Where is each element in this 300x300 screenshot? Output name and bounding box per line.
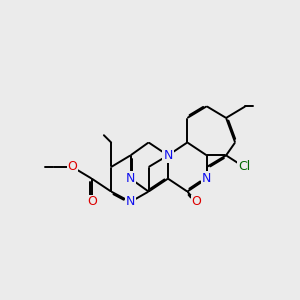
Text: O: O	[68, 160, 77, 173]
Text: N: N	[202, 172, 211, 185]
Text: Cl: Cl	[238, 160, 250, 173]
Text: N: N	[126, 195, 135, 208]
Text: O: O	[191, 195, 201, 208]
Text: O: O	[87, 195, 97, 208]
Text: N: N	[163, 149, 172, 162]
Text: N: N	[126, 172, 135, 185]
